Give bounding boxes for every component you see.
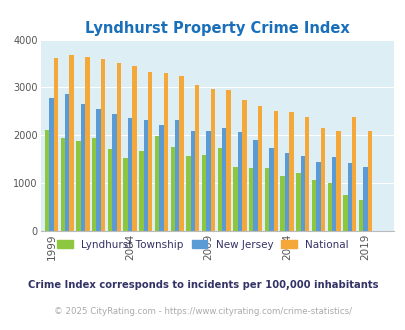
Bar [233, 167, 237, 231]
Bar [81, 104, 85, 231]
Bar [65, 94, 69, 231]
Bar [132, 66, 136, 231]
Title: Lyndhurst Property Crime Index: Lyndhurst Property Crime Index [85, 21, 349, 36]
Bar [112, 114, 116, 231]
Bar [45, 130, 49, 231]
Text: © 2025 CityRating.com - https://www.cityrating.com/crime-statistics/: © 2025 CityRating.com - https://www.city… [54, 307, 351, 316]
Bar [367, 130, 371, 231]
Bar [257, 106, 262, 231]
Bar [222, 128, 226, 231]
Bar [273, 111, 277, 231]
Bar [53, 58, 58, 231]
Bar [100, 59, 105, 231]
Bar [226, 90, 230, 231]
Bar [147, 72, 152, 231]
Bar [315, 162, 320, 231]
Bar [327, 183, 331, 231]
Bar [170, 147, 175, 231]
Bar [179, 77, 183, 231]
Bar [331, 157, 335, 231]
Bar [175, 120, 179, 231]
Bar [280, 176, 284, 231]
Legend: Lyndhurst Township, New Jersey, National: Lyndhurst Township, New Jersey, National [53, 236, 352, 254]
Bar [159, 125, 163, 231]
Bar [76, 141, 81, 231]
Bar [284, 152, 288, 231]
Bar [288, 112, 293, 231]
Bar [206, 131, 210, 231]
Bar [92, 138, 96, 231]
Bar [335, 130, 340, 231]
Bar [362, 167, 367, 231]
Bar [69, 55, 74, 231]
Bar [194, 85, 199, 231]
Bar [143, 120, 147, 231]
Bar [139, 151, 143, 231]
Bar [123, 158, 128, 231]
Bar [186, 156, 190, 231]
Bar [264, 168, 269, 231]
Bar [201, 155, 206, 231]
Bar [241, 100, 246, 231]
Bar [295, 173, 300, 231]
Bar [269, 148, 273, 231]
Bar [116, 63, 121, 231]
Bar [248, 168, 253, 231]
Bar [163, 73, 168, 231]
Bar [128, 118, 132, 231]
Bar [300, 156, 304, 231]
Text: Crime Index corresponds to incidents per 100,000 inhabitants: Crime Index corresponds to incidents per… [28, 280, 377, 290]
Bar [154, 136, 159, 231]
Bar [304, 117, 309, 231]
Bar [351, 116, 356, 231]
Bar [342, 195, 347, 231]
Bar [358, 200, 362, 231]
Bar [217, 148, 222, 231]
Bar [107, 149, 112, 231]
Bar [347, 163, 351, 231]
Bar [190, 131, 194, 231]
Bar [96, 109, 100, 231]
Bar [210, 89, 215, 231]
Bar [237, 132, 241, 231]
Bar [85, 57, 90, 231]
Bar [60, 138, 65, 231]
Bar [253, 140, 257, 231]
Bar [49, 98, 53, 231]
Bar [320, 128, 324, 231]
Bar [311, 180, 315, 231]
